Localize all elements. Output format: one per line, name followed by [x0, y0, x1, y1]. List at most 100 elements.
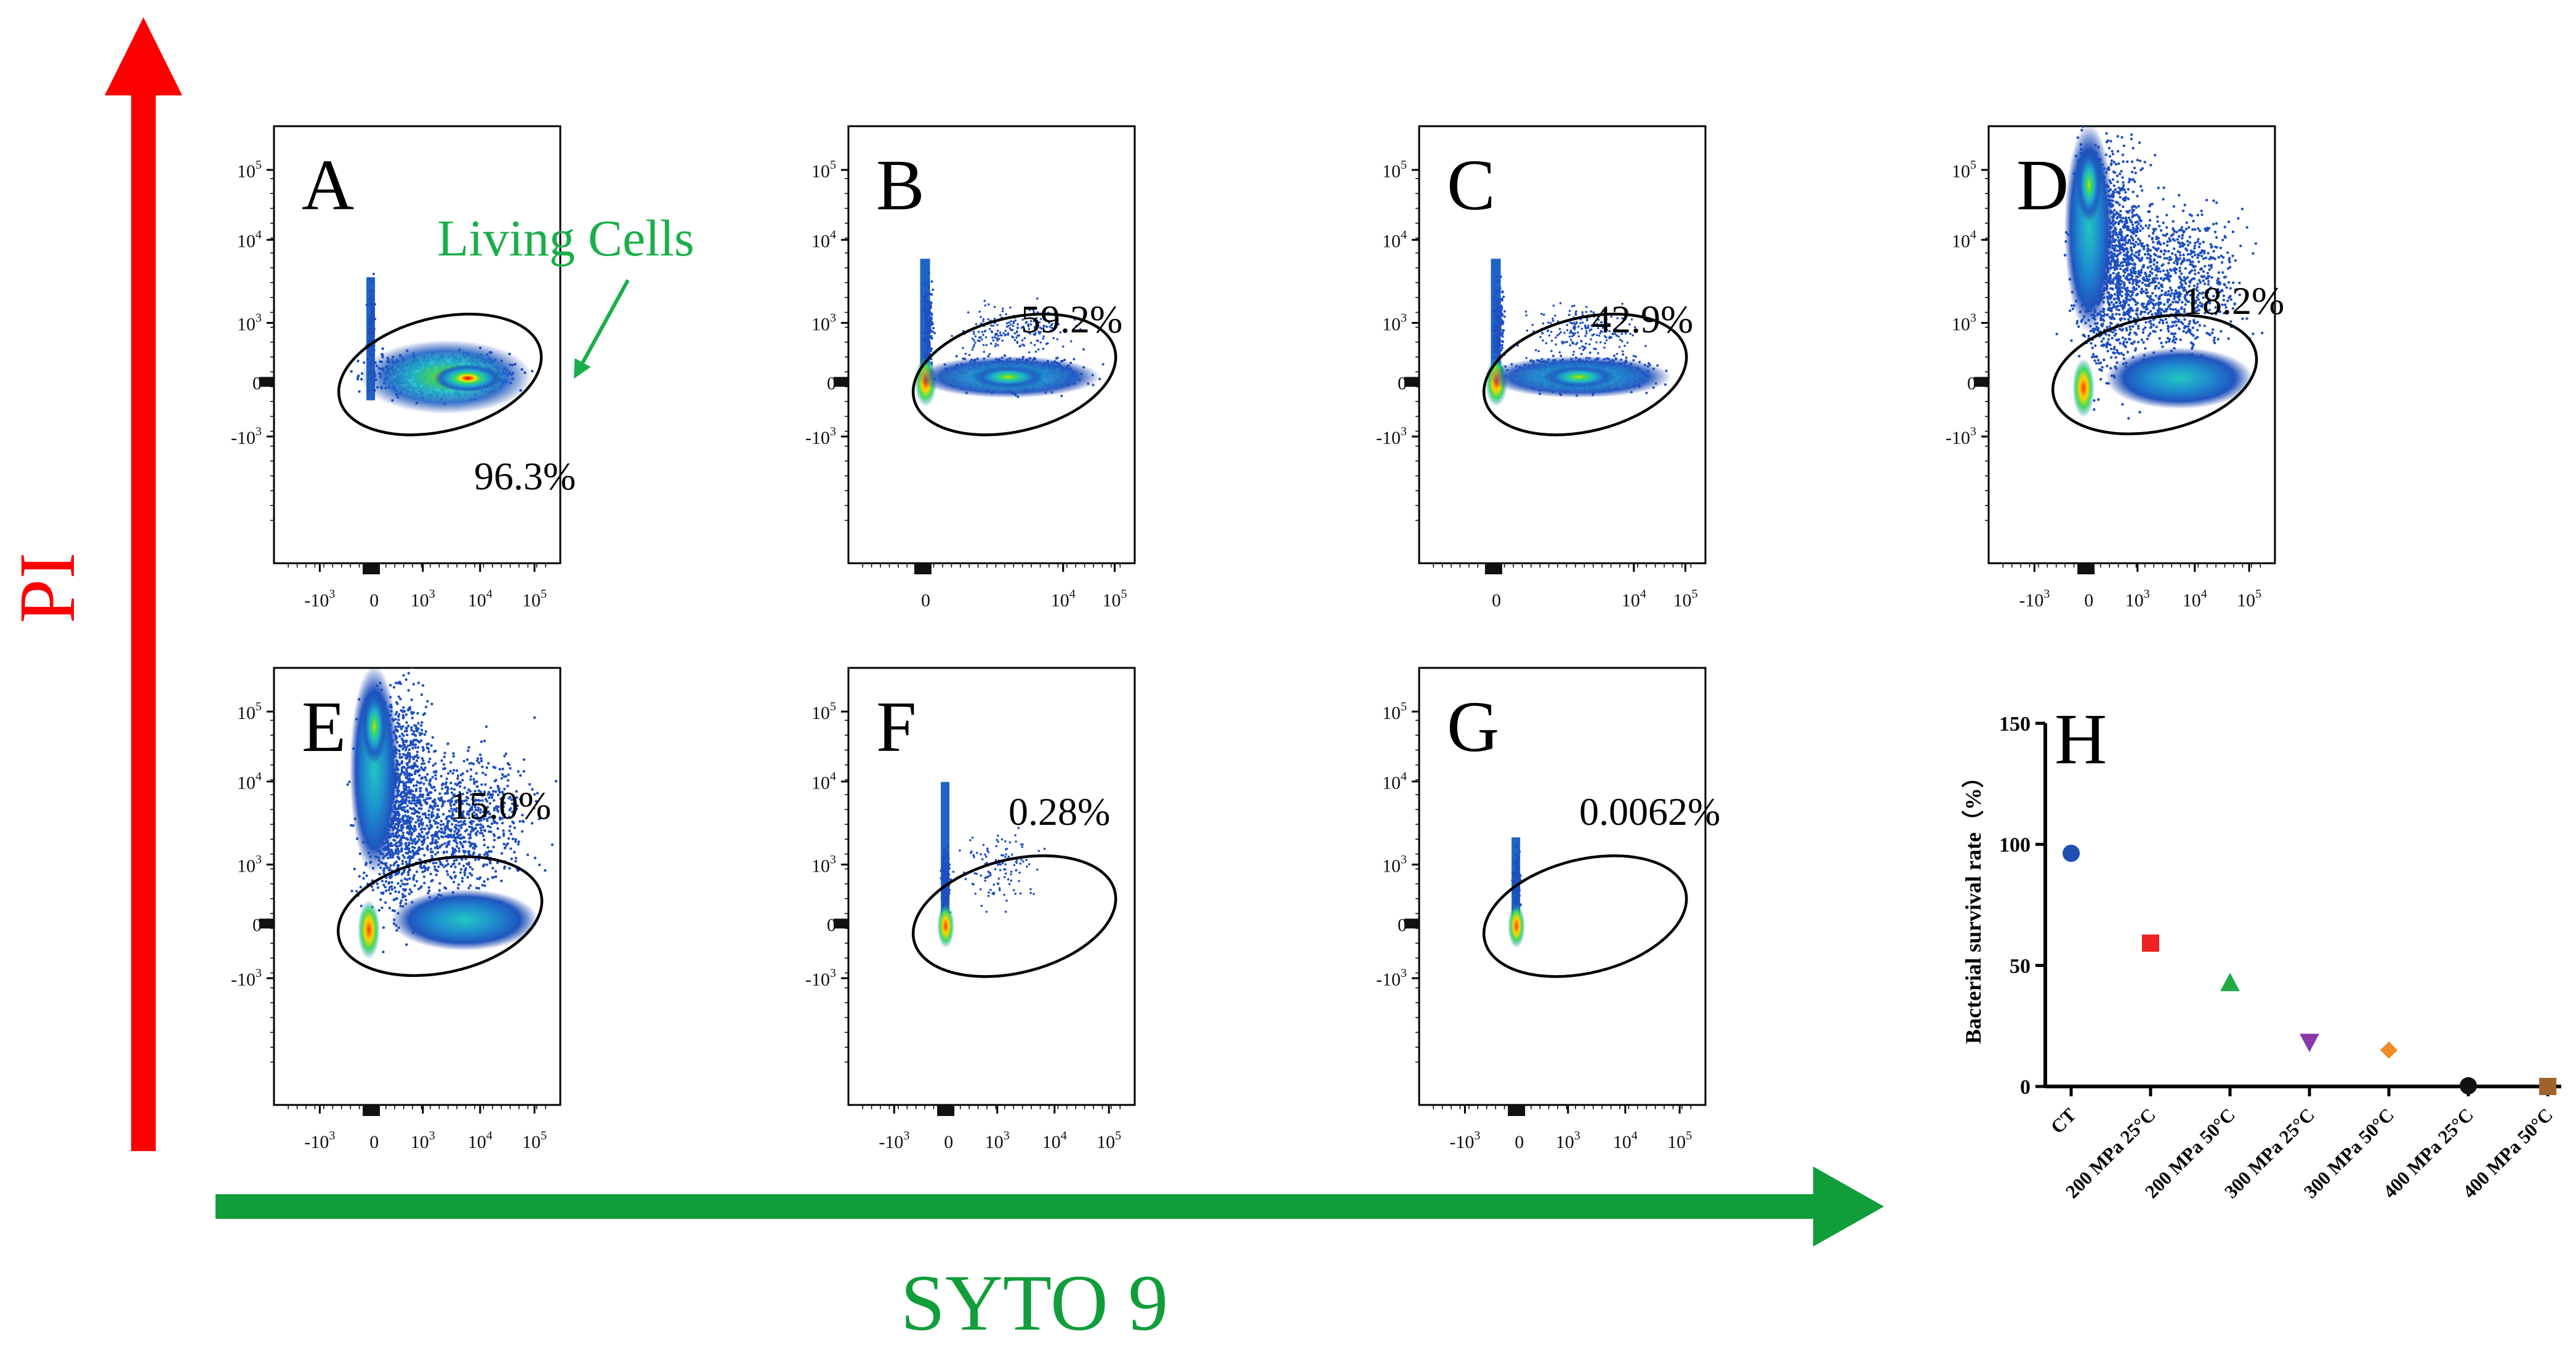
y-tick-label: 103 [237, 853, 262, 877]
x-tick-label: 105 [1102, 587, 1127, 611]
panel-frame [1418, 667, 1707, 1106]
y-tick-label: 103 [1382, 311, 1407, 335]
living-cells-gate [911, 854, 1117, 978]
panel-letter: D [2016, 145, 2069, 225]
x-tick-label: 103 [411, 1129, 435, 1152]
flow-panels: 105 104 103 0 -103 -103 0 103 104 105 A 96.3% Living… [231, 125, 2284, 1152]
x-tick-label: 0 [369, 1132, 379, 1152]
y-tick-label: -103 [805, 966, 836, 990]
y-tick-label: -103 [1946, 425, 1976, 448]
x-tick-label: 104 [1613, 1129, 1638, 1152]
y-tick-label: -103 [1376, 425, 1407, 448]
x-tick-label: 104 [468, 1129, 493, 1152]
panel-letter: G [1447, 686, 1499, 767]
y-tick-label: 103 [811, 311, 836, 335]
x-tick-label: 105 [2237, 587, 2261, 611]
x-tick-label: -103 [879, 1129, 909, 1152]
h-y-tick-label: 150 [1999, 713, 2031, 736]
y-tick-label: 104 [237, 770, 262, 793]
h-y-ticks: 0 50 100 150 [1999, 713, 2045, 1099]
density-plot [2055, 126, 2264, 420]
h-data-points [2063, 845, 2557, 1095]
y-tick-label: 105 [811, 700, 836, 723]
panel-b: 105 104 103 0 -103 0 104 105 B 59.2% [805, 125, 1136, 611]
x-tick-label: 105 [522, 1129, 547, 1152]
x-ticks: -103 0 103 104 105 [1433, 1105, 1692, 1152]
y-tick-label: 104 [1382, 228, 1407, 252]
panel-letter: A [302, 145, 354, 225]
h-category-label: CT [2047, 1104, 2080, 1138]
living-cells-gate [911, 313, 1117, 436]
syto9-axis-arrow [215, 1166, 1884, 1247]
pi-axis-arrow [105, 17, 182, 1151]
x-tick-label: -103 [304, 587, 335, 611]
gate-percentage: 59.2% [1021, 297, 1122, 341]
panel-frame [1418, 125, 1707, 564]
panel-frame [1987, 125, 2276, 564]
x-tick-label: 104 [1042, 1129, 1067, 1152]
y-tick-label: 104 [811, 770, 836, 793]
x-tick-label: 104 [1051, 587, 1076, 611]
panel-letter: E [302, 686, 346, 767]
density-plot [937, 782, 1046, 949]
gate-percentage: 0.0062% [1579, 790, 1720, 833]
living-cells-gate [337, 855, 544, 978]
y-tick-label: 105 [1382, 158, 1407, 182]
x-tick-label: 105 [522, 587, 547, 611]
panel-letter: B [876, 145, 925, 225]
density-plot [914, 259, 1105, 407]
syto9-axis-title: SYTO 9 [901, 1259, 1169, 1345]
x-tick-label: 105 [1673, 587, 1697, 611]
x-tick-label: 104 [2183, 587, 2207, 611]
x-tick-label: 0 [944, 1132, 953, 1152]
x-tick-label: 103 [411, 587, 435, 611]
y-tick-label: 104 [1382, 770, 1407, 793]
density-plot [350, 272, 534, 414]
panel-frame [847, 125, 1136, 564]
x-ticks: -103 0 103 104 105 [288, 1105, 547, 1152]
y-tick-label: 105 [237, 158, 262, 182]
x-tick-label: 103 [1556, 1129, 1580, 1152]
y-tick-label: -103 [231, 425, 262, 448]
y-tick-label: 105 [237, 700, 262, 723]
x-tick-label: 0 [369, 590, 379, 611]
living-cells-gate [1482, 854, 1688, 978]
living-cells-annotation: Living Cells [437, 210, 694, 267]
density-plot [1508, 837, 1526, 949]
x-tick-label: 103 [985, 1129, 1010, 1152]
y-tick-label: 103 [237, 311, 262, 335]
x-tick-label: 0 [1492, 590, 1501, 611]
gate-percentage: 15.0% [449, 784, 551, 827]
y-tick-label: 103 [1952, 311, 1976, 335]
x-tick-label: 0 [1515, 1132, 1524, 1152]
h-data-point [2300, 1034, 2320, 1053]
gate-percentage: 42.9% [1592, 297, 1693, 341]
y-tick-label: 105 [1952, 158, 1976, 182]
panel-letter: C [1447, 145, 1495, 225]
x-ticks: -103 0 103 104 105 [862, 1105, 1121, 1152]
h-y-axis-label: Bacterial survival rate（%） [1961, 766, 1986, 1044]
h-data-point [2539, 1077, 2557, 1095]
panel-letter: F [876, 686, 917, 767]
x-tick-label: 104 [1622, 587, 1646, 611]
h-data-point [2063, 845, 2080, 862]
x-ticks: 0 104 105 [862, 563, 1127, 611]
x-tick-label: 0 [2084, 590, 2093, 611]
x-tick-label: 103 [2125, 587, 2150, 611]
y-tick-label: 104 [811, 228, 836, 252]
x-tick-label: 0 [921, 590, 930, 611]
y-tick-label: 105 [1382, 700, 1407, 723]
h-data-point [2460, 1077, 2477, 1094]
y-tick-label: 104 [237, 228, 262, 252]
gate-percentage: 96.3% [474, 454, 576, 498]
